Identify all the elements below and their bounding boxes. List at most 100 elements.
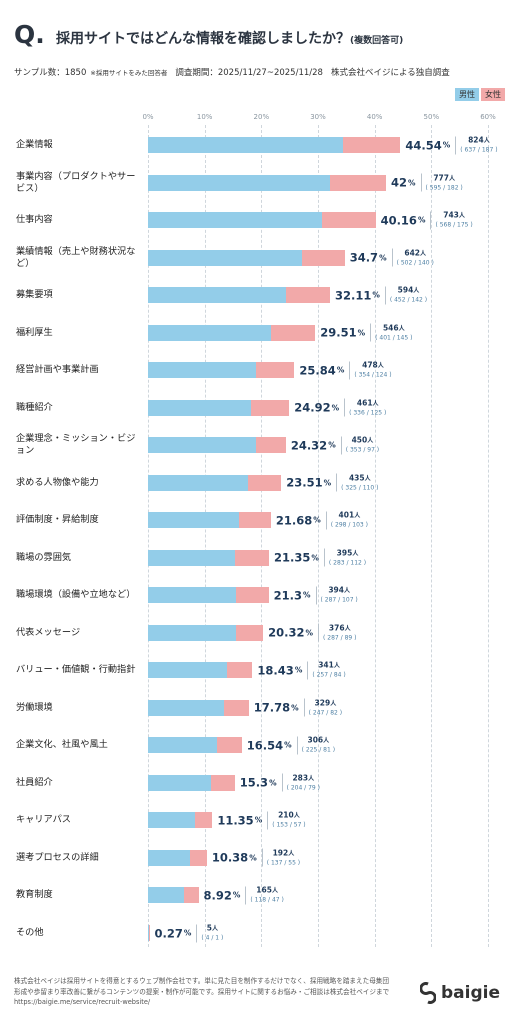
breakdown-label: ( 568 / 175 ) (435, 221, 473, 229)
count-line: 824 人 (468, 136, 490, 146)
bar-segment (194, 812, 213, 829)
count-line: 743 人 (443, 211, 465, 221)
x-tick-label: 0% (142, 113, 154, 121)
count-label: 435 (348, 473, 365, 483)
footer-line: 形成や歩留まり率改善に繋がるコンテンツの提案・制作が可能です。採用サイトに関する… (14, 987, 390, 996)
logo-text: baigie (441, 983, 500, 1003)
breakdown-label: ( 225 / 81 ) (301, 746, 336, 754)
count-unit: 人 (398, 325, 405, 333)
separator (261, 848, 263, 867)
count-unit: 人 (293, 812, 300, 820)
bar-segment (235, 624, 264, 641)
value-label: 29.51% 546 人( 401 / 145 ) (320, 323, 412, 342)
separator (336, 473, 338, 492)
meta: サンプル数：1850 ※採用サイトをみた回答者 調査期間：2025/11/27~… (14, 66, 450, 78)
bar-segment (148, 287, 287, 304)
total-label: 24.32 (290, 438, 328, 453)
total-label: 18.43 (257, 663, 294, 678)
category-label: 代表メッセージ (16, 626, 81, 638)
separator (281, 773, 283, 792)
value-label: 23.51% 435 人( 325 / 110 ) (286, 473, 378, 492)
count-unit: 人 (448, 175, 455, 183)
count-line: 283 人 (292, 773, 314, 783)
breakdown-label: ( 257 / 84 ) (312, 671, 346, 679)
value-label: 8.92% 165 人( 118 / 47 ) (204, 886, 284, 905)
count-block: 306 人( 225 / 81 ) (302, 736, 335, 755)
unit-label: % (303, 590, 311, 600)
bar-segment (184, 887, 199, 904)
total-label: 42 (391, 175, 408, 190)
unit-label: % (336, 365, 345, 375)
count-line: 594 人 (398, 286, 420, 296)
separator (245, 886, 247, 905)
breakdown-label: ( 595 / 182 ) (425, 184, 463, 192)
unit-label: % (323, 478, 332, 488)
count-label: 376 (328, 623, 345, 633)
value-label: 21.3% 394 人( 287 / 107 ) (274, 586, 358, 605)
count-label: 394 (328, 585, 344, 595)
value-label: 0.27% 5 人( 4 / 1 ) (155, 924, 224, 943)
total-label: 8.92 (203, 888, 232, 903)
value-label: 16.54% 306 人( 225 / 81 ) (247, 736, 335, 755)
unit-label: % (305, 628, 314, 638)
count-line: 642 人 (404, 248, 426, 258)
bar-segment (148, 887, 185, 904)
bar-segment (270, 324, 316, 341)
category-label: バリュー・価値観・行動指針 (16, 664, 136, 676)
value-label: 21.35% 395 人( 283 / 112 ) (274, 548, 366, 567)
breakdown-label: ( 4 / 1 ) (201, 934, 224, 942)
value-label: 25.84% 478 人( 354 / 124 ) (299, 361, 392, 380)
breakdown-label: ( 637 / 187 ) (460, 146, 498, 154)
category-label: 経営計画や事業計画 (16, 364, 99, 376)
separator (267, 811, 269, 830)
legend: 男性 女性 (455, 88, 505, 101)
separator (315, 586, 317, 605)
count-unit: 人 (352, 550, 359, 558)
count-unit: 人 (330, 700, 337, 708)
title-note: (複数回答可) (350, 36, 404, 46)
count-block: 777 人( 595 / 182 ) (426, 173, 463, 192)
bar-segment (148, 624, 236, 641)
category-label: 事業内容（プロダクトやサービス） (16, 170, 136, 194)
count-line: 395 人 (337, 548, 359, 558)
x-tick-label: 50% (423, 113, 440, 121)
value-label: 18.43% 341 人( 257 / 84 ) (257, 661, 346, 680)
count-block: 376 人( 287 / 89 ) (323, 623, 356, 642)
unit-label: % (183, 928, 192, 938)
count-block: 210 人( 153 / 57 ) (272, 811, 305, 830)
count-block: 642 人( 502 / 140 ) (397, 248, 434, 267)
unit-label: % (379, 253, 387, 263)
bar-segment (148, 324, 271, 341)
total-label: 24.92 (294, 400, 331, 415)
total-label: 29.51 (320, 325, 357, 340)
count-unit: 人 (333, 662, 340, 670)
total-label: 16.54 (246, 738, 284, 753)
bar-segment (239, 512, 271, 529)
breakdown-label: ( 118 / 47 ) (250, 896, 284, 904)
count-line: 210 人 (278, 811, 300, 821)
value-label: 34.7% 642 人( 502 / 140 ) (350, 248, 434, 267)
total-label: 17.78 (253, 700, 291, 715)
count-block: 192 人( 137 / 55 ) (267, 848, 300, 867)
category-label: 職種紹介 (16, 401, 53, 413)
unit-label: % (328, 440, 336, 450)
count-label: 824 (468, 135, 484, 145)
bar-segment (148, 662, 227, 679)
bar-segment (148, 137, 344, 153)
value-label: 20.32% 376 人( 287 / 89 ) (268, 623, 356, 642)
separator (420, 173, 422, 192)
count-line: 546 人 (383, 323, 405, 333)
separator (307, 661, 309, 680)
value-label: 40.16% 743 人( 568 / 175 ) (381, 211, 473, 230)
category-label: 企業文化、社風や風土 (16, 739, 108, 751)
breakdown-label: ( 287 / 89 ) (323, 634, 357, 642)
bar-segment (148, 362, 257, 379)
total-label: 21.68 (275, 513, 313, 528)
unit-label: % (408, 178, 416, 188)
count-line: 435 人 (349, 473, 371, 483)
category-label: 職場の雰囲気 (16, 551, 72, 563)
bar-segment (321, 212, 376, 229)
breakdown-label: ( 287 / 107 ) (320, 596, 358, 604)
bar-segment (343, 137, 401, 153)
